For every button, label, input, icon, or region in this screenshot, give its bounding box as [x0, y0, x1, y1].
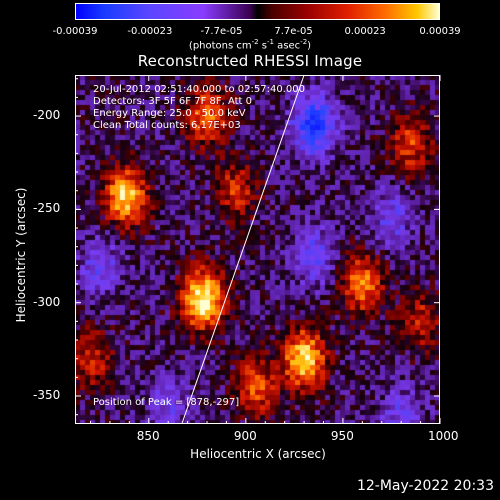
x-tick-label: 950: [330, 429, 354, 443]
annotation-peak-position: Position of Peak = [878,-297]: [93, 397, 240, 408]
y-tick-label: -250: [33, 201, 61, 216]
colorbar-tick-label: -7.7e-05: [200, 26, 243, 37]
y-tick-label: -350: [33, 388, 61, 402]
x-axis-label: Heliocentric X (arcsec): [190, 447, 326, 461]
colorbar-tick-label: -0.00039: [52, 26, 98, 37]
x-tick-label: 1000: [428, 429, 459, 443]
colorbar-tick-label: 7.7e-05: [274, 26, 313, 37]
y-tick-label: -200: [33, 108, 61, 123]
x-tick-label: 900: [233, 429, 257, 443]
y-axis-label: Heliocentric Y (arcsec): [14, 187, 28, 323]
colorbar-tick-label: -0.00023: [127, 26, 173, 37]
annotation-energy-range: Energy Range: 25.0 - 50.0 keV: [93, 108, 246, 119]
footer-timestamp: 12-May-2022 20:33: [356, 478, 494, 494]
colorbar: [75, 3, 440, 20]
x-tick-label: 850: [136, 429, 160, 443]
annotation-time-range: 20-Jul-2012 02:51:40.000 to 02:57:40.000: [93, 84, 305, 95]
annotation-detectors: Detectors: 3F 5F 6F 7F 8F, Att 0: [93, 96, 253, 107]
colorbar-tick-label: 0.00023: [344, 26, 386, 37]
colorbar-tick-label: 0.00039: [419, 26, 461, 37]
y-tick-label: -300: [33, 294, 61, 309]
annotation-total-counts: Clean Total counts: 6.17E+03: [93, 120, 241, 131]
chart-title: Reconstructed RHESSI Image: [137, 52, 363, 70]
colorbar-unit-label: (photons cm-2 s-1 asec-2): [188, 38, 312, 52]
